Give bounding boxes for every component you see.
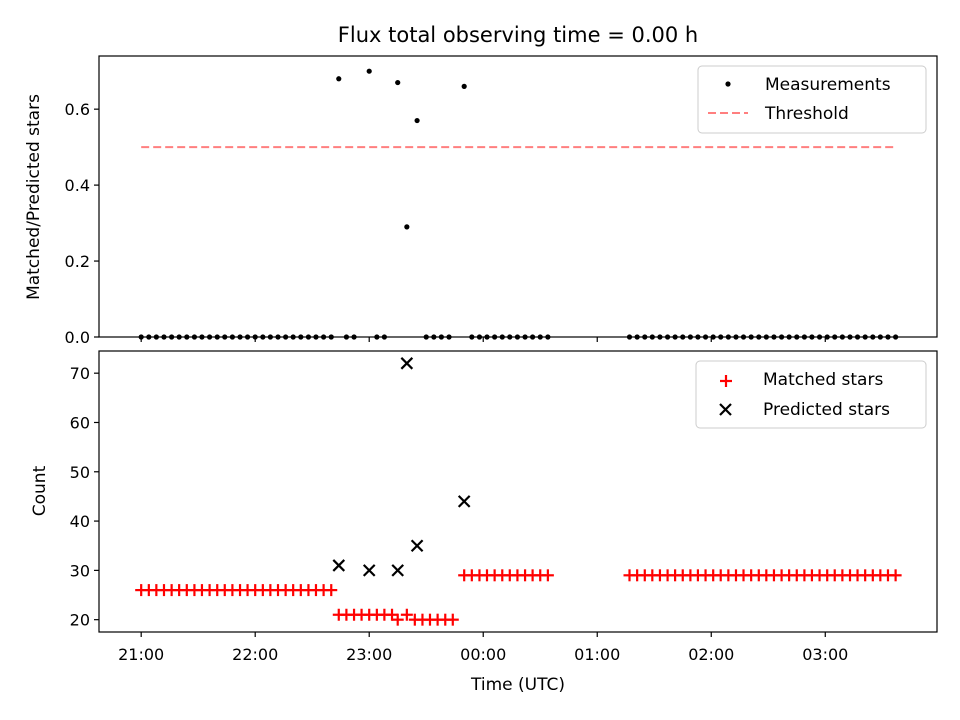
top-y-tick-label: 0.6 [65,100,90,119]
bottom-y-tick-label: 20 [70,611,90,630]
bottom-x-tick-label: 21:00 [118,645,164,664]
legend-matched-marker [720,375,732,387]
bottom-x-tick-label: 22:00 [232,645,278,664]
bottom-x-tick-label: 00:00 [460,645,506,664]
top-y-ticks: 0.0 0.2 0.4 0.6 [65,100,99,347]
bottom-x-tick-label: 02:00 [688,645,734,664]
bottom-y-tick-label: 50 [70,463,90,482]
legend-measurements-label: Measurements [765,75,891,95]
top-y-tick-label: 0.0 [65,328,90,347]
measurement-point [414,117,420,124]
bottom-x-tick-label: 03:00 [802,645,848,664]
matched-star-point [325,584,338,597]
measurement-point [461,83,467,89]
measurement-point [366,68,372,74]
matched-star-point [400,608,413,621]
bottom-y-tick-label: 40 [70,512,90,531]
bottom-legend: Matched stars Predicted stars [695,360,927,429]
measurement-point [395,79,401,86]
top-y-tick-label: 0.2 [65,252,90,271]
predicted-star-point [391,564,404,577]
top-y-axis-label: Matched/Predicted stars [24,94,44,300]
top-y-tick-label: 0.4 [65,176,90,195]
top-chart-title: Flux total observing time = 0.00 h [338,23,698,47]
bottom-x-tick-label: 01:00 [574,645,620,664]
matched-star-point [391,613,404,626]
bottom-x-axis-label: Time (UTC) [470,675,565,695]
bottom-legend-box [695,360,927,429]
measurement-point [404,224,410,230]
bottom-y-axis-label: Count [30,465,50,516]
matched-star-point [541,569,554,582]
predicted-star-point [410,539,424,553]
bottom-axis-ticks: 20 30 40 50 60 70 21:00 22:00 23:00 00:00 01:00 02:… [70,364,849,664]
legend-predicted-marker [719,403,732,416]
top-axes-frame [98,55,938,338]
matched-star-point [889,569,902,582]
matched-star-point [446,613,459,626]
legend-measurements-marker [725,81,731,87]
legend-threshold-label: Threshold [764,104,849,124]
measurement-point [336,76,342,82]
bottom-plot-area [135,357,902,626]
bottom-y-tick-label: 70 [70,364,90,383]
top-legend: Measurements Threshold [697,65,927,134]
legend-matched-label: Matched stars [763,370,883,390]
bottom-y-tick-label: 30 [70,561,90,580]
top-legend-box [697,65,927,134]
predicted-star-point [400,357,414,370]
predicted-star-point [457,495,471,508]
bottom-x-tick-label: 23:00 [346,645,392,664]
predicted-star-point [332,559,346,572]
bottom-y-tick-label: 60 [70,413,90,432]
predicted-star-point [362,564,376,577]
bottom-axes-frame [98,350,938,633]
legend-predicted-label: Predicted stars [763,400,890,420]
